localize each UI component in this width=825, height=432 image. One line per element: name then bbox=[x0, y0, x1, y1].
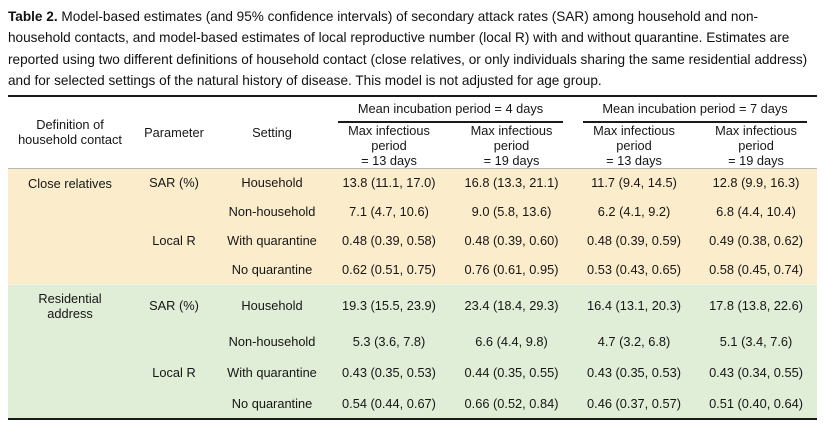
table-caption: Table 2. Model-based estimates (and 95% … bbox=[8, 6, 817, 92]
definition-cell: Close relatives bbox=[8, 168, 132, 285]
parameter-cell bbox=[132, 197, 216, 227]
value-cell: 0.48 (0.39, 0.60) bbox=[450, 226, 574, 256]
value-cell: 5.1 (3.4, 7.6) bbox=[695, 326, 818, 358]
value-cell: 9.0 (5.8, 13.6) bbox=[450, 197, 574, 227]
sub-header-max-13-days: Max infectious period = 13 days bbox=[573, 122, 696, 169]
sub-header-line: = 19 days bbox=[728, 152, 784, 168]
results-table: Definition of household contact Paramete… bbox=[8, 94, 818, 421]
value-cell: 0.43 (0.35, 0.53) bbox=[573, 357, 696, 389]
value-cell: 4.7 (3.2, 6.8) bbox=[573, 326, 696, 358]
value-cell: 19.3 (15.5, 23.9) bbox=[328, 284, 450, 327]
value-cell: 0.62 (0.51, 0.75) bbox=[328, 255, 450, 285]
value-cell: 0.48 (0.39, 0.59) bbox=[573, 226, 696, 256]
table-row: No quarantine 0.54 (0.44, 0.67) 0.66 (0.… bbox=[8, 388, 818, 420]
setting-cell: No quarantine bbox=[216, 255, 328, 285]
value-cell: 0.66 (0.52, 0.84) bbox=[450, 388, 574, 420]
parameter-cell: Local R bbox=[132, 226, 216, 256]
value-cell: 7.1 (4.7, 10.6) bbox=[328, 197, 450, 227]
table-row: Non-household 5.3 (3.6, 7.8) 6.6 (4.4, 9… bbox=[8, 326, 818, 358]
col-header-setting: Setting bbox=[216, 95, 328, 169]
setting-cell: Household bbox=[216, 168, 328, 198]
value-cell: 0.58 (0.45, 0.74) bbox=[695, 255, 818, 285]
value-cell: 0.46 (0.37, 0.57) bbox=[573, 388, 696, 420]
setting-cell: With quarantine bbox=[216, 226, 328, 256]
table-row: Local R With quarantine 0.43 (0.35, 0.53… bbox=[8, 357, 818, 389]
col-header-definition: Definition of household contact bbox=[8, 95, 132, 169]
sub-header-line: = 19 days bbox=[483, 152, 540, 168]
value-cell: 5.3 (3.6, 7.8) bbox=[328, 326, 450, 358]
block-close-relatives: Close relatives SAR (%) Household 13.8 (… bbox=[8, 168, 818, 285]
value-cell: 6.2 (4.1, 9.2) bbox=[573, 197, 696, 227]
table-row: Residential address SAR (%) Household 19… bbox=[8, 284, 818, 420]
value-cell: 0.49 (0.38, 0.62) bbox=[695, 226, 818, 256]
group-header-label: Mean incubation period = 4 days bbox=[338, 101, 564, 123]
setting-cell: No quarantine bbox=[216, 388, 328, 420]
definition-label: Close relatives bbox=[28, 175, 112, 191]
value-cell: 6.8 (4.4, 10.4) bbox=[695, 197, 818, 227]
table-row: Close relatives SAR (%) Household 13.8 (… bbox=[8, 168, 818, 285]
block-residential-address: Residential address SAR (%) Household 19… bbox=[8, 284, 818, 420]
parameter-cell: SAR (%) bbox=[132, 284, 216, 327]
sub-header-max-13-days: Max infectious period = 13 days bbox=[328, 122, 450, 169]
value-cell: 0.48 (0.39, 0.58) bbox=[328, 226, 450, 256]
value-cell: 16.8 (13.3, 21.1) bbox=[450, 168, 574, 198]
value-cell: 0.43 (0.35, 0.53) bbox=[328, 357, 450, 389]
table-caption-text: Model-based estimates (and 95% confidenc… bbox=[8, 9, 808, 89]
sub-header-line: Max infectious period bbox=[470, 122, 553, 153]
setting-cell: Non-household bbox=[216, 197, 328, 227]
sub-header-line: Max infectious period bbox=[348, 122, 430, 153]
value-cell: 13.8 (11.1, 17.0) bbox=[328, 168, 450, 198]
sub-header-line: = 13 days bbox=[361, 152, 417, 168]
setting-cell: With quarantine bbox=[216, 357, 328, 389]
value-cell: 0.44 (0.35, 0.55) bbox=[450, 357, 574, 389]
value-cell: 6.6 (4.4, 9.8) bbox=[450, 326, 574, 358]
header-sub-row: Max infectious period = 13 days Max infe… bbox=[8, 122, 818, 169]
sub-header-line: Max infectious period bbox=[715, 122, 797, 153]
definition-label: Residential address bbox=[38, 290, 102, 321]
table-header: Definition of household contact Paramete… bbox=[8, 95, 818, 169]
header-group-row: Definition of household contact Paramete… bbox=[8, 95, 817, 169]
value-cell: 17.8 (13.8, 22.6) bbox=[695, 284, 818, 327]
value-cell: 0.43 (0.34, 0.55) bbox=[695, 357, 818, 389]
sub-header-line: Max infectious period bbox=[593, 122, 675, 153]
definition-cell: Residential address bbox=[8, 284, 132, 420]
table-row: No quarantine 0.62 (0.51, 0.75) 0.76 (0.… bbox=[8, 255, 818, 285]
sub-header-max-19-days: Max infectious period = 19 days bbox=[695, 122, 818, 169]
group-header-label: Mean incubation period = 7 days bbox=[583, 101, 808, 123]
table-caption-label: Table 2. bbox=[8, 9, 58, 24]
value-cell: 12.8 (9.9, 16.3) bbox=[695, 168, 818, 198]
col-header-parameter: Parameter bbox=[132, 95, 216, 169]
group-header-incubation-7-days: Mean incubation period = 7 days bbox=[573, 96, 817, 123]
parameter-cell bbox=[132, 388, 216, 420]
value-cell: 0.76 (0.61, 0.95) bbox=[450, 255, 574, 285]
setting-cell: Non-household bbox=[216, 326, 328, 358]
parameter-cell bbox=[132, 326, 216, 358]
table-row: Non-household 7.1 (4.7, 10.6) 9.0 (5.8, … bbox=[8, 197, 818, 227]
parameter-cell: SAR (%) bbox=[132, 168, 216, 198]
table-row: Local R With quarantine 0.48 (0.39, 0.58… bbox=[8, 226, 818, 256]
setting-cell: Household bbox=[216, 284, 328, 327]
value-cell: 16.4 (13.1, 20.3) bbox=[573, 284, 696, 327]
value-cell: 23.4 (18.4, 29.3) bbox=[450, 284, 574, 327]
value-cell: 0.51 (0.40, 0.64) bbox=[695, 388, 818, 420]
value-cell: 11.7 (9.4, 14.5) bbox=[573, 168, 696, 198]
sub-header-max-19-days: Max infectious period = 19 days bbox=[450, 122, 574, 169]
value-cell: 0.54 (0.44, 0.67) bbox=[328, 388, 450, 420]
group-header-incubation-4-days: Mean incubation period = 4 days bbox=[328, 96, 573, 123]
value-cell: 0.53 (0.43, 0.65) bbox=[573, 255, 696, 285]
sub-header-line: = 13 days bbox=[606, 152, 662, 168]
parameter-cell: Local R bbox=[132, 357, 216, 389]
parameter-cell bbox=[132, 255, 216, 285]
